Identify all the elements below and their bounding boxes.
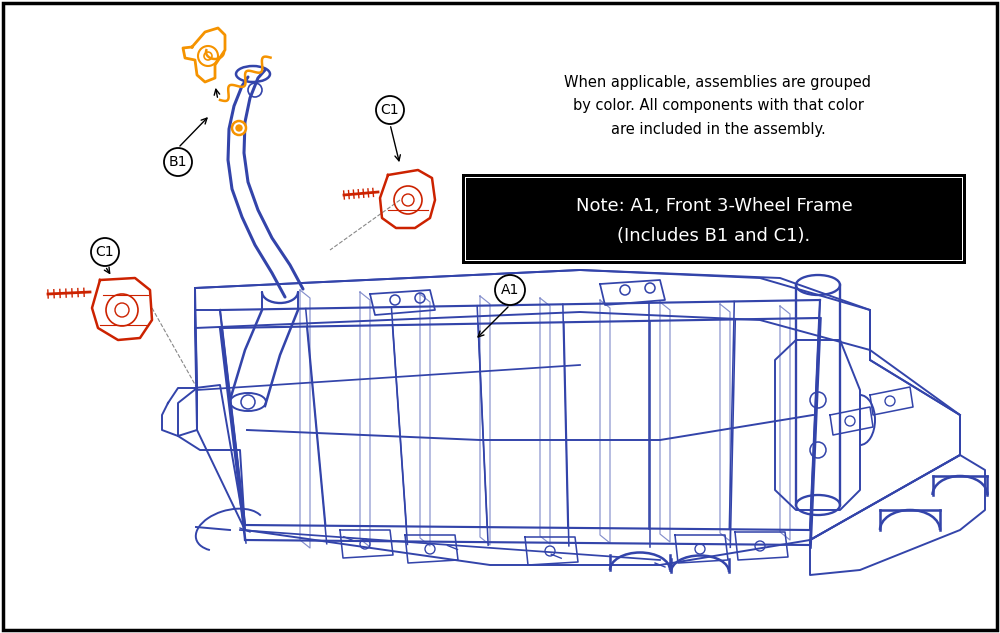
- Text: (Includes B1 and C1).: (Includes B1 and C1).: [617, 227, 811, 245]
- Circle shape: [495, 275, 525, 305]
- Text: A1: A1: [501, 283, 519, 297]
- Text: When applicable, assemblies are grouped
by color. All components with that color: When applicable, assemblies are grouped …: [564, 75, 872, 137]
- Text: C1: C1: [381, 103, 399, 117]
- Text: Note: A1, Front 3-Wheel Frame: Note: A1, Front 3-Wheel Frame: [576, 197, 852, 215]
- Circle shape: [232, 121, 246, 135]
- Circle shape: [376, 96, 404, 124]
- Circle shape: [164, 148, 192, 176]
- Circle shape: [236, 125, 242, 131]
- FancyBboxPatch shape: [466, 178, 962, 260]
- Text: B1: B1: [169, 155, 187, 169]
- FancyBboxPatch shape: [465, 177, 963, 261]
- Text: C1: C1: [96, 245, 114, 259]
- FancyBboxPatch shape: [462, 174, 966, 264]
- Circle shape: [91, 238, 119, 266]
